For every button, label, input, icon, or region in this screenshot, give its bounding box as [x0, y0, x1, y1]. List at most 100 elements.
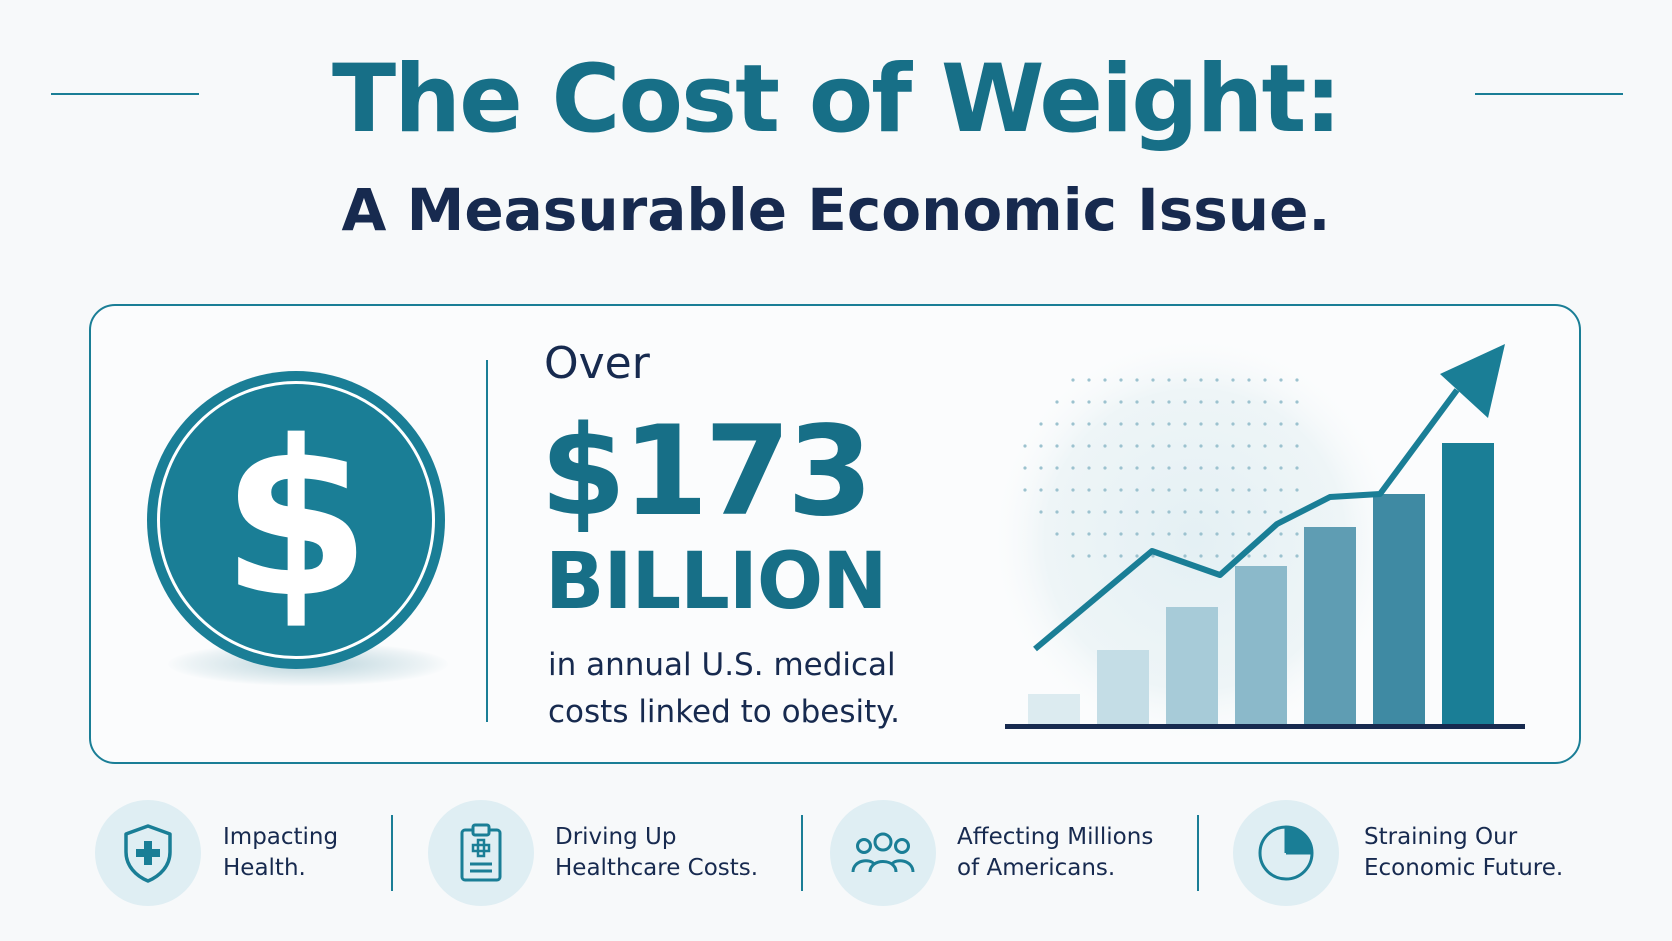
chart-dot	[1087, 466, 1091, 470]
chart-dot	[1247, 532, 1251, 536]
chart-dot	[1119, 400, 1123, 404]
chart-dot	[1087, 532, 1091, 536]
chart-dot	[1103, 422, 1107, 426]
chart-dot	[1071, 488, 1075, 492]
chart-dot	[1279, 444, 1283, 448]
chart-dot	[1039, 488, 1043, 492]
chart-dot	[1231, 510, 1235, 514]
chart-dot	[1039, 510, 1043, 514]
chart-dot	[1279, 510, 1283, 514]
chart-dot	[1247, 510, 1251, 514]
chart-dot	[1167, 400, 1171, 404]
chart-dot	[1183, 444, 1187, 448]
footer-icon-circle	[428, 800, 534, 906]
chart-dot	[1167, 532, 1171, 536]
chart-dot	[1199, 488, 1203, 492]
chart-dot	[1231, 378, 1235, 382]
trend-arrow-head	[1440, 344, 1505, 418]
chart-dot	[1279, 554, 1283, 558]
chart-dot	[1199, 532, 1203, 536]
chart-dot	[1087, 378, 1091, 382]
chart-dot	[1215, 510, 1219, 514]
chart-dot	[1263, 444, 1267, 448]
chart-dot	[1263, 510, 1267, 514]
chart-dot	[1103, 466, 1107, 470]
chart-dot	[1295, 466, 1299, 470]
chart-bar-5	[1304, 527, 1356, 724]
chart-dot	[1247, 378, 1251, 382]
chart-dot	[1071, 510, 1075, 514]
chart-dot	[1151, 532, 1155, 536]
footer-icon-circle	[830, 800, 936, 906]
chart-dot	[1055, 510, 1059, 514]
footer-divider	[1197, 815, 1199, 891]
chart-dot	[1135, 466, 1139, 470]
chart-dot	[1087, 510, 1091, 514]
chart-dot	[1199, 378, 1203, 382]
chart-dot	[1295, 400, 1299, 404]
chart-dot	[1183, 422, 1187, 426]
footer-item-costs: Driving Up Healthcare Costs.	[428, 800, 768, 908]
chart-dot	[1071, 422, 1075, 426]
chart-dot	[1263, 400, 1267, 404]
chart-dot	[1119, 444, 1123, 448]
chart-bar-3	[1166, 607, 1218, 724]
page-subtitle: A Measurable Economic Issue.	[341, 176, 1331, 244]
chart-dot	[1247, 466, 1251, 470]
chart-dot	[1039, 466, 1043, 470]
chart-dot	[1023, 488, 1027, 492]
chart-dot	[1215, 488, 1219, 492]
chart-dot	[1279, 532, 1283, 536]
chart-dot	[1247, 400, 1251, 404]
footer-item-americans: Affecting Millions of Americans.	[830, 800, 1170, 908]
chart-bar-4	[1235, 566, 1287, 724]
chart-dots	[1023, 378, 1299, 558]
chart-dot	[1103, 510, 1107, 514]
chart-dot	[1055, 422, 1059, 426]
title-rule-right	[1475, 93, 1623, 95]
chart-dot	[1263, 466, 1267, 470]
footer-label: Affecting Millions of Americans.	[957, 824, 1154, 881]
stat-unit: BILLION	[545, 537, 887, 627]
chart-dot	[1263, 378, 1267, 382]
chart-dot	[1151, 378, 1155, 382]
chart-dot	[1199, 510, 1203, 514]
chart-dot	[1151, 444, 1155, 448]
chart-dot	[1119, 422, 1123, 426]
chart-dot	[1071, 378, 1075, 382]
chart-dot	[1103, 532, 1107, 536]
chart-dot	[1135, 378, 1139, 382]
chart-dot	[1055, 466, 1059, 470]
chart-dot	[1119, 488, 1123, 492]
chart-dot	[1119, 466, 1123, 470]
clipboard-medical-icon	[460, 823, 502, 882]
chart-dot	[1183, 510, 1187, 514]
chart-dot	[1279, 422, 1283, 426]
chart-dot	[1135, 422, 1139, 426]
chart-dot	[1103, 378, 1107, 382]
chart-dot	[1087, 422, 1091, 426]
trend-line	[1033, 388, 1460, 652]
chart-dot	[1055, 532, 1059, 536]
chart-dot	[1279, 400, 1283, 404]
chart-dot	[1103, 444, 1107, 448]
chart-dot	[1295, 422, 1299, 426]
chart-dot	[1167, 466, 1171, 470]
chart-dot	[1215, 532, 1219, 536]
chart-dot	[1183, 378, 1187, 382]
footer-label: Driving Up Healthcare Costs.	[555, 824, 759, 881]
chart-dot	[1215, 444, 1219, 448]
chart-dot	[1183, 488, 1187, 492]
chart-dot	[1279, 488, 1283, 492]
footer-icon-circle	[1233, 800, 1339, 906]
chart-dot	[1199, 400, 1203, 404]
chart-dot	[1135, 554, 1139, 558]
chart-dot	[1135, 400, 1139, 404]
chart-dot	[1247, 422, 1251, 426]
chart-bar-7	[1442, 443, 1494, 724]
chart-dot	[1103, 554, 1107, 558]
chart-dot	[1151, 510, 1155, 514]
chart-dot	[1199, 554, 1203, 558]
chart-dot	[1263, 554, 1267, 558]
chart-baseline	[1005, 724, 1525, 729]
